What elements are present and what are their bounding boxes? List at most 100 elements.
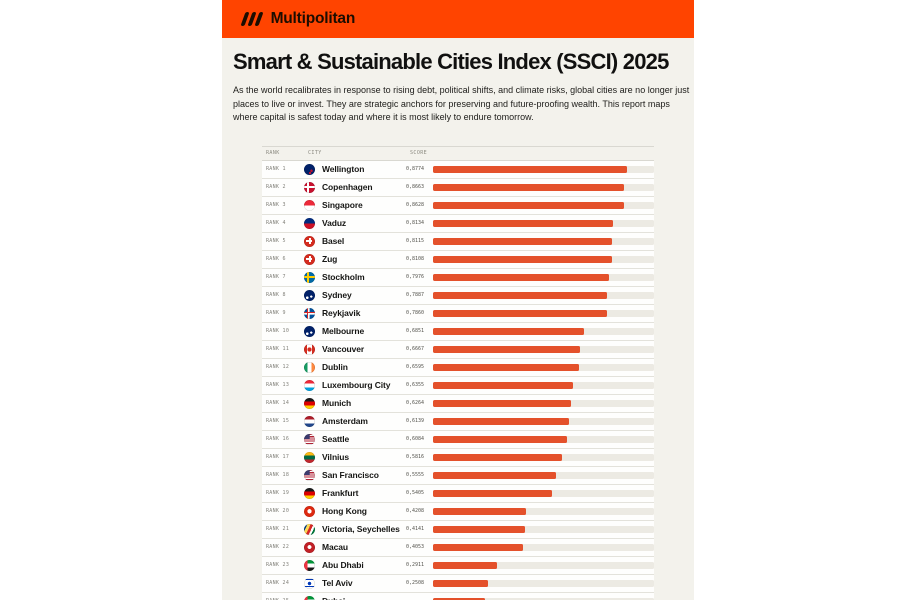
city-name: Melbourne: [322, 326, 365, 336]
flag-icon: [304, 559, 315, 571]
score-value: 0,4141: [406, 526, 425, 532]
city-cell: Hong Kong: [304, 505, 406, 517]
score-bar-track: [433, 327, 654, 335]
city-cell: Abu Dhabi: [304, 559, 406, 571]
score-bar-fill: [433, 417, 569, 425]
rank-label: RANK 22: [266, 544, 290, 550]
flag-icon: [304, 397, 315, 409]
flag-icon: [304, 307, 315, 319]
flag-icon: [304, 199, 315, 211]
score-bar-fill: [433, 219, 613, 227]
score-bar-fill: [433, 381, 574, 389]
score-value: 0,7976: [406, 274, 425, 280]
city-name: Amsterdam: [322, 416, 368, 426]
rank-label: RANK 25: [262, 598, 304, 600]
column-header-rank: RANK: [266, 150, 280, 156]
intro-paragraph: As the world recalibrates in response to…: [233, 85, 690, 122]
city-cell: Dubai: [304, 595, 406, 600]
score-value: 0,5405: [406, 490, 425, 496]
score-bar-track: [433, 561, 654, 569]
flag-icon: [304, 541, 315, 553]
column-header-score: SCORE: [410, 150, 428, 156]
flag-icon: [304, 595, 315, 600]
table-row: RANK 10 Melbourne 0,6851: [262, 322, 654, 341]
city-cell: Wellington: [304, 163, 406, 175]
score-bar-track: [433, 399, 654, 407]
city-name: Basel: [322, 236, 345, 246]
table-row: RANK 9 Reykjavik 0,7860: [262, 304, 654, 323]
city-name: Vaduz: [322, 218, 347, 228]
city-cell: Dublin: [304, 361, 406, 373]
multipolitan-logo-icon[interactable]: [240, 12, 265, 26]
flag-icon: [304, 235, 315, 247]
table-row: RANK 2 Copenhagen 0,8663: [262, 178, 654, 197]
flag-icon: [304, 577, 315, 589]
score-value: 0,8774: [406, 166, 425, 172]
score-bar-track: [433, 417, 654, 425]
city-name: Victoria, Seychelles: [322, 524, 400, 534]
table-row: RANK 19 Frankfurt 0,5405: [262, 484, 654, 503]
rank-label: RANK 9: [266, 310, 286, 316]
score-value: 0,6851: [406, 328, 425, 334]
table-row: RANK 15 Amsterdam 0,6139: [262, 412, 654, 431]
rank-label: RANK 11: [266, 346, 290, 352]
city-name: Macau: [322, 542, 348, 552]
score-value: 0,5816: [406, 454, 425, 460]
table-row: RANK 6 Zug 0,8108: [262, 250, 654, 269]
score-value: 0,8108: [406, 256, 425, 262]
score-value: 0,6355: [406, 382, 425, 388]
score-bar-fill: [433, 183, 625, 191]
rank-label: RANK 5: [266, 238, 286, 244]
score-bar-track: [433, 471, 654, 479]
score-bar-fill: [433, 453, 562, 461]
table-row: RANK 24 Tel Aviv 0,2508: [262, 574, 654, 593]
score-bar-fill: [433, 561, 498, 569]
score-bar-track: [433, 507, 654, 515]
city-name: Reykjavik: [322, 308, 361, 318]
rank-label: RANK 6: [266, 256, 286, 262]
score-bar-track: [433, 597, 654, 600]
flag-icon: [304, 271, 315, 283]
rank-label: RANK 2: [266, 184, 286, 190]
rank-label: RANK 8: [266, 292, 286, 298]
flag-icon: [304, 325, 315, 337]
score-bar-fill: [433, 525, 525, 533]
flag-icon: [304, 217, 315, 229]
city-name: Tel Aviv: [322, 578, 353, 588]
rank-label: RANK 24: [266, 580, 290, 586]
rank-label: RANK 18: [266, 472, 290, 478]
score-bar-fill: [433, 201, 624, 209]
score-bar-track: [433, 381, 654, 389]
table-row: RANK 22 Macau 0,4053: [262, 538, 654, 557]
rank-label: RANK 3: [266, 202, 286, 208]
rank-label: RANK 17: [266, 454, 290, 460]
score-value: 0,4053: [406, 544, 425, 550]
city-name: Luxembourg City: [322, 380, 391, 390]
logo-stroke: [254, 12, 265, 26]
table-row: RANK 7 Stockholm 0,7976: [262, 268, 654, 287]
score-bar-track: [433, 255, 654, 263]
rank-label: RANK 12: [266, 364, 290, 370]
city-cell: Munich: [304, 397, 406, 409]
table-row: RANK 18 San Francisco 0,5555: [262, 466, 654, 485]
score-value: 0,8628: [406, 202, 425, 208]
flag-icon: [304, 361, 315, 373]
table-row: RANK 3 Singapore 0,8628: [262, 196, 654, 215]
city-name: Wellington: [322, 164, 365, 174]
flag-icon: [304, 253, 315, 265]
rank-label: RANK 10: [266, 328, 290, 334]
score-bar-track: [433, 489, 654, 497]
table-row: RANK 4 Vaduz 0,8134: [262, 214, 654, 233]
table-header-row: RANK CITY SCORE: [262, 145, 654, 161]
rank-label: RANK 23: [266, 562, 290, 568]
city-name: Vilnius: [322, 452, 350, 462]
rank-label: RANK 15: [266, 418, 290, 424]
score-bar-fill: [433, 237, 613, 245]
city-cell: Frankfurt: [304, 487, 406, 499]
score-bar-fill: [433, 255, 613, 263]
city-cell: Reykjavik: [304, 307, 406, 319]
brand-name[interactable]: Multipolitan: [270, 10, 356, 27]
city-cell: Copenhagen: [304, 181, 406, 193]
score-bar-fill: [433, 309, 607, 317]
